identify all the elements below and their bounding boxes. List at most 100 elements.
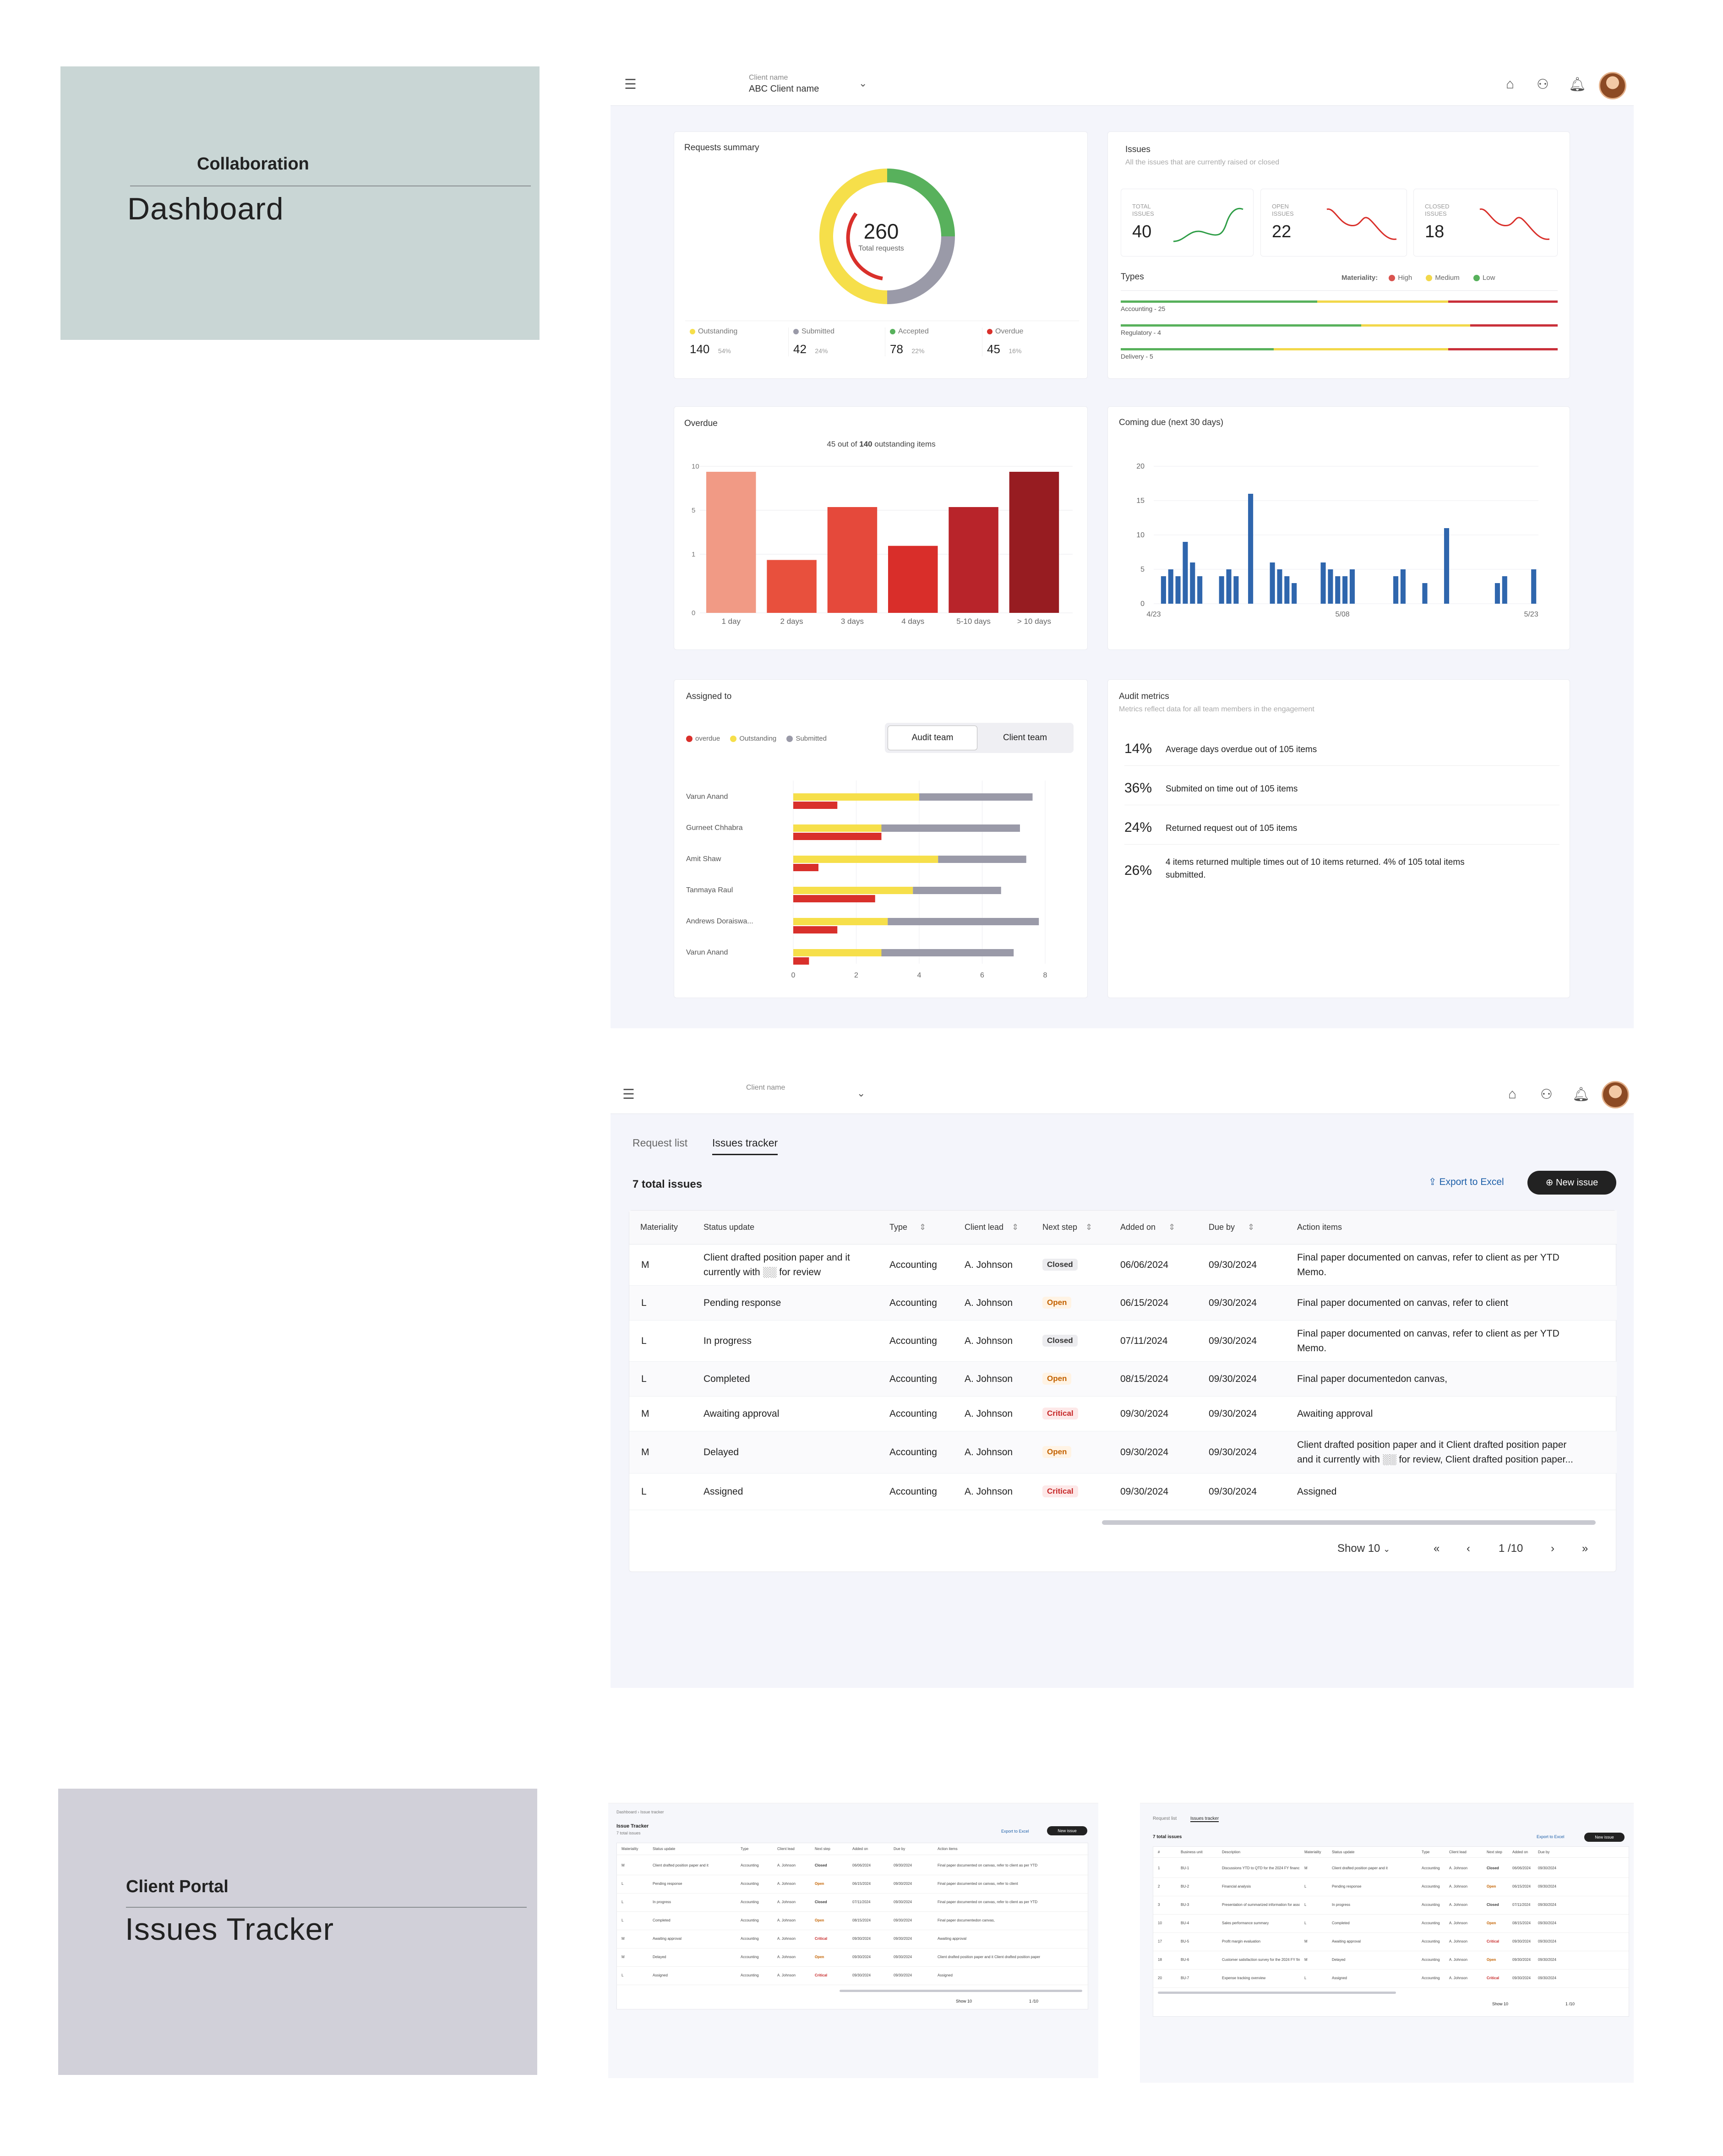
chevron-down-icon[interactable]: ⌄	[859, 77, 867, 89]
first-page-icon[interactable]: «	[1434, 1542, 1440, 1555]
export-button[interactable]: ⇪ Export to Excel	[1429, 1176, 1504, 1188]
low-segment	[1121, 324, 1361, 327]
last-page-icon[interactable]: »	[1582, 1542, 1588, 1555]
breadcrumb-item[interactable]: Dashboard	[616, 1810, 637, 1814]
home-icon[interactable]: ⌂	[1508, 1086, 1517, 1102]
new-issue-label: New issue	[1058, 1829, 1077, 1833]
type-cell: Accounting	[889, 1298, 937, 1308]
thumb-tab[interactable]: Issues tracker	[1190, 1816, 1219, 1822]
caption-post: outstanding items	[872, 440, 936, 448]
trend-down-icon	[1479, 208, 1550, 240]
horizontal-scrollbar	[840, 1990, 1082, 1992]
table-row: M Delayed Accounting A. Johnson Open 09/30/20…	[629, 1431, 1617, 1474]
card-title: Issues	[1125, 145, 1150, 154]
next-page-icon[interactable]: ›	[1551, 1542, 1554, 1555]
type-bar	[1121, 324, 1558, 327]
bar	[1197, 576, 1203, 604]
col-label: Added on	[1120, 1223, 1156, 1232]
col-status[interactable]: Status update	[703, 1223, 755, 1232]
sort-icon[interactable]: ⇕	[1248, 1223, 1255, 1232]
overdue-dot	[686, 736, 692, 742]
table-cell: BU-5	[1181, 1939, 1189, 1943]
chevron-down-icon[interactable]: ⌄	[857, 1087, 866, 1099]
table-cell: A. Johnson	[1449, 1976, 1468, 1980]
table-cell: 06/15/2024	[852, 1882, 871, 1886]
table-cell: M	[1304, 1866, 1308, 1870]
prev-page-icon[interactable]: ‹	[1467, 1542, 1470, 1555]
col-next-step[interactable]: Next step ⇕	[1042, 1223, 1092, 1232]
bar	[1190, 562, 1195, 604]
materiality-cell: M	[641, 1260, 649, 1270]
kpi-value: 18	[1425, 222, 1445, 241]
status-cell: Delayed	[703, 1447, 739, 1457]
medium-dot	[1426, 275, 1433, 282]
table-row: 18 BU-6 Customer satisfaction survey for t…	[1153, 1951, 1629, 1970]
medium-segment	[1361, 324, 1471, 327]
type-row: Delivery - 5	[1121, 344, 1558, 367]
caption-pre: 45 out of	[827, 440, 860, 448]
x-tick-label: > 10 days	[1017, 617, 1051, 626]
menu-icon[interactable]: ☰	[624, 77, 637, 92]
kpi-label: CLOSED	[1425, 203, 1450, 210]
page-indicator: 1 /10	[1565, 2002, 1575, 2006]
col-type[interactable]: Type ⇕	[889, 1223, 926, 1232]
tab-issues-tracker[interactable]: Issues tracker	[712, 1137, 778, 1155]
overdue-card: Overdue 45 out of 140 outstanding items …	[674, 406, 1088, 650]
new-issue-button[interactable]: ⊕ New issue	[1527, 1171, 1616, 1195]
table-cell: Accounting	[1422, 1866, 1440, 1870]
thumb-export[interactable]: Export to Excel	[1001, 1829, 1029, 1834]
thumb-new-button[interactable]: New issue	[1047, 1826, 1087, 1835]
col-due-by[interactable]: Due by ⇕	[1209, 1223, 1254, 1232]
col-materiality[interactable]: Materiality	[640, 1223, 678, 1232]
table-cell: BU-1	[1181, 1866, 1189, 1870]
table-cell: 09/30/2024	[1538, 1884, 1557, 1889]
col-added-on[interactable]: Added on ⇕	[1120, 1223, 1175, 1232]
avatar[interactable]	[1599, 72, 1626, 99]
table-cell: A. Johnson	[1449, 1866, 1468, 1870]
y-tick-label: 10	[692, 463, 699, 470]
card-subtitle: Metrics reflect data for all team member…	[1119, 705, 1314, 713]
people-icon[interactable]: ⚇	[1540, 1087, 1553, 1102]
card-title: Assigned to	[686, 692, 732, 701]
table-row: M Awaiting approval Accounting A. Johnson Cr…	[629, 1397, 1617, 1431]
show-select[interactable]: Show 10 ⌄	[1337, 1542, 1390, 1555]
due-by-cell: 09/30/2024	[1209, 1408, 1257, 1419]
total-requests-value: 260	[863, 219, 899, 243]
column-header: Description	[1222, 1850, 1241, 1854]
horizontal-scrollbar[interactable]	[1102, 1520, 1596, 1525]
sort-icon[interactable]: ⇕	[1012, 1223, 1019, 1232]
sort-icon[interactable]: ⇕	[1168, 1223, 1176, 1232]
x-tick-label: 6	[980, 972, 984, 979]
table-cell: 06/06/2024	[1512, 1866, 1531, 1870]
col-action-items[interactable]: Action items	[1297, 1223, 1342, 1232]
thumb-tab[interactable]: Request list	[1153, 1816, 1177, 1821]
col-client-lead[interactable]: Client lead ⇕	[965, 1223, 1019, 1232]
sort-icon[interactable]: ⇕	[919, 1223, 927, 1232]
audit-team-toggle[interactable]: Audit team	[888, 726, 977, 750]
avatar[interactable]	[1602, 1081, 1629, 1108]
bell-icon[interactable]: 🔔︎	[1569, 77, 1587, 92]
thumb-table: # Business unit Description Materiality Stat…	[1153, 1846, 1629, 2017]
overdue-dot	[987, 328, 992, 334]
collaboration-label: Collaboration	[197, 154, 309, 174]
bell-icon[interactable]: 🔔︎	[1572, 1087, 1590, 1102]
tab-request-list[interactable]: Request list	[632, 1137, 688, 1149]
home-icon[interactable]: ⌂	[1506, 76, 1515, 92]
caption-bold: 140	[859, 440, 872, 448]
sort-icon[interactable]: ⇕	[1085, 1223, 1093, 1232]
table-cell: Awaiting approval	[938, 1937, 967, 1941]
people-icon[interactable]: ⚇	[1537, 77, 1549, 92]
bar	[1233, 576, 1239, 604]
x-tick-label: 2	[854, 972, 858, 979]
client-name-value[interactable]: ABC Client name	[749, 84, 819, 94]
table-cell: 09/30/2024	[894, 1973, 912, 1977]
thumb-export[interactable]: Export to Excel	[1537, 1834, 1565, 1839]
table-cell: Open	[815, 1955, 824, 1959]
table-header: # Business unit Description Materiality Stat…	[1153, 1847, 1629, 1858]
metric-text: 4 items returned multiple times out of 1…	[1166, 857, 1465, 867]
thumb-new-button[interactable]: New issue	[1584, 1833, 1625, 1842]
coming-due-chart: 0 5 10 15 20 4/23 5/08 5/23	[1136, 463, 1538, 618]
client-team-toggle[interactable]: Client team	[1003, 733, 1047, 742]
table-cell: Accounting	[1422, 1884, 1440, 1889]
menu-icon[interactable]: ☰	[622, 1087, 635, 1102]
